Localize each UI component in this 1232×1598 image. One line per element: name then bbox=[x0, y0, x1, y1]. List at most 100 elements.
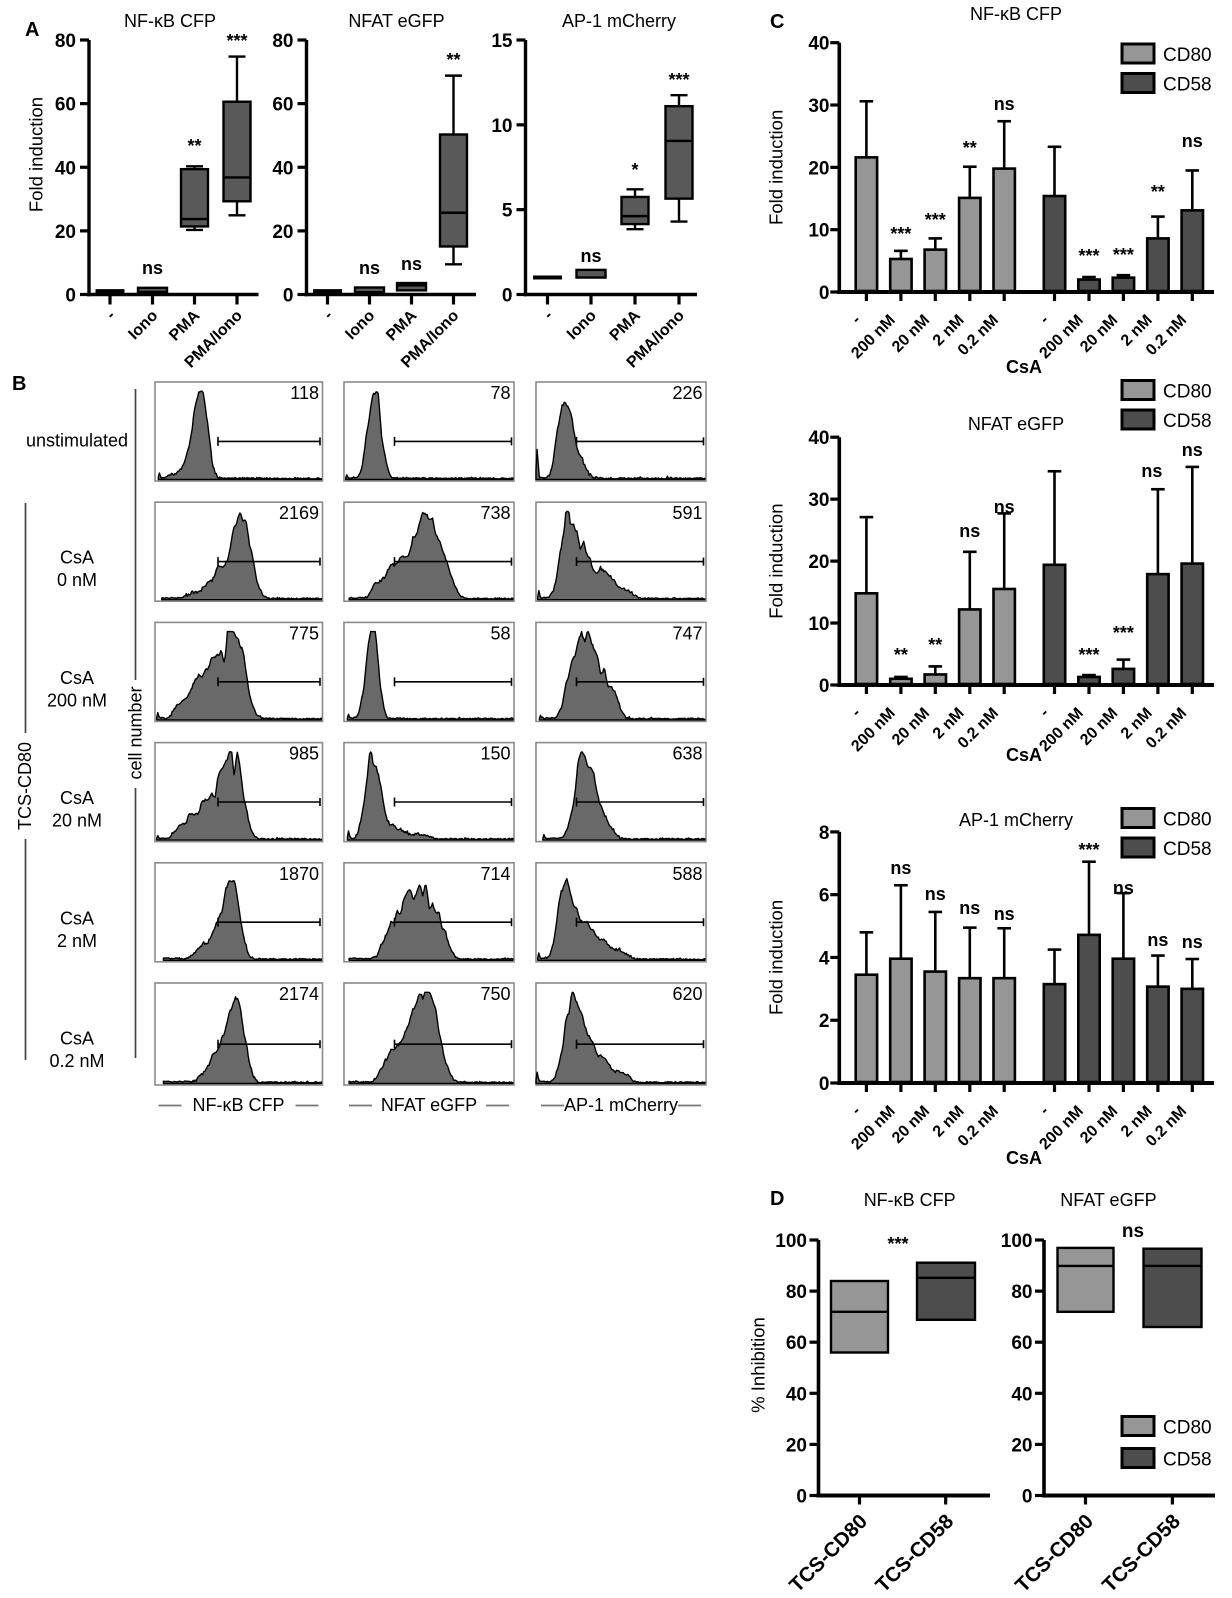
svg-text:2174: 2174 bbox=[279, 984, 319, 1004]
svg-text:10: 10 bbox=[491, 116, 512, 137]
svg-text:60: 60 bbox=[272, 95, 293, 116]
svg-text:NFAT eGFP: NFAT eGFP bbox=[1060, 1190, 1156, 1210]
svg-text:ns: ns bbox=[142, 258, 163, 278]
svg-text:ns: ns bbox=[959, 521, 980, 541]
svg-text:***: *** bbox=[887, 1234, 908, 1254]
svg-text:CD58: CD58 bbox=[1163, 1450, 1212, 1471]
svg-text:NF-κB CFP: NF-κB CFP bbox=[193, 1095, 285, 1115]
svg-text:CsA: CsA bbox=[1006, 357, 1042, 377]
svg-text:NF-κB CFP: NF-κB CFP bbox=[124, 11, 216, 31]
svg-text:40: 40 bbox=[808, 34, 829, 55]
svg-text:C: C bbox=[770, 11, 784, 33]
svg-text:0: 0 bbox=[819, 1074, 830, 1095]
svg-text:20 nM: 20 nM bbox=[52, 811, 102, 831]
svg-text:ns: ns bbox=[1182, 932, 1203, 952]
svg-text:CsA: CsA bbox=[60, 1029, 94, 1049]
svg-text:ns: ns bbox=[1113, 878, 1134, 898]
svg-text:ns: ns bbox=[925, 884, 946, 904]
svg-text:CsA: CsA bbox=[1006, 745, 1042, 765]
svg-text:D: D bbox=[770, 1188, 784, 1210]
svg-text:***: *** bbox=[1078, 840, 1099, 860]
svg-text:78: 78 bbox=[490, 383, 510, 403]
svg-text:CD80: CD80 bbox=[1163, 1418, 1212, 1439]
svg-text:ns: ns bbox=[1182, 131, 1203, 151]
svg-text:20: 20 bbox=[808, 158, 829, 179]
svg-text:0: 0 bbox=[502, 286, 513, 307]
svg-text:***: *** bbox=[226, 31, 247, 51]
svg-text:**: ** bbox=[928, 635, 942, 655]
svg-text:2169: 2169 bbox=[279, 503, 319, 523]
svg-text:80: 80 bbox=[786, 1282, 807, 1303]
svg-text:% Inhibition: % Inhibition bbox=[748, 1317, 769, 1413]
svg-text:5: 5 bbox=[502, 201, 513, 222]
svg-text:ns: ns bbox=[1122, 1221, 1144, 1242]
svg-text:738: 738 bbox=[480, 503, 510, 523]
svg-text:CD80: CD80 bbox=[1163, 810, 1212, 831]
svg-text:620: 620 bbox=[672, 984, 702, 1004]
svg-text:ns: ns bbox=[1182, 440, 1203, 460]
svg-text:80: 80 bbox=[55, 31, 76, 52]
svg-text:Fold induction: Fold induction bbox=[25, 97, 46, 212]
svg-text:Fold induction: Fold induction bbox=[766, 900, 787, 1015]
svg-text:0 nM: 0 nM bbox=[57, 570, 97, 590]
svg-text:**: ** bbox=[963, 138, 977, 158]
svg-text:60: 60 bbox=[1011, 1333, 1032, 1354]
svg-text:200 nM: 200 nM bbox=[47, 690, 107, 710]
svg-text:40: 40 bbox=[272, 158, 293, 179]
svg-text:**: ** bbox=[187, 136, 201, 156]
svg-text:747: 747 bbox=[672, 623, 702, 643]
svg-text:ns: ns bbox=[359, 258, 380, 278]
svg-text:CsA: CsA bbox=[60, 668, 94, 688]
svg-text:NFAT eGFP: NFAT eGFP bbox=[348, 11, 444, 31]
svg-text:CD58: CD58 bbox=[1163, 839, 1212, 860]
svg-text:CsA: CsA bbox=[60, 788, 94, 808]
svg-text:0: 0 bbox=[283, 286, 294, 307]
svg-text:CD80: CD80 bbox=[1163, 45, 1212, 66]
svg-text:0: 0 bbox=[819, 283, 830, 304]
svg-text:150: 150 bbox=[480, 744, 510, 764]
svg-text:CD58: CD58 bbox=[1163, 75, 1212, 96]
svg-text:**: ** bbox=[894, 645, 908, 665]
svg-text:AP-1 mCherry: AP-1 mCherry bbox=[564, 1095, 678, 1115]
svg-text:80: 80 bbox=[1011, 1282, 1032, 1303]
svg-text:1870: 1870 bbox=[279, 864, 319, 884]
svg-text:30: 30 bbox=[808, 490, 829, 511]
svg-text:NFAT eGFP: NFAT eGFP bbox=[968, 414, 1064, 434]
svg-text:Fold induction: Fold induction bbox=[766, 504, 787, 619]
svg-text:CD58: CD58 bbox=[1163, 411, 1212, 432]
svg-text:ns: ns bbox=[994, 94, 1015, 114]
svg-text:***: *** bbox=[1078, 246, 1099, 266]
svg-text:ns: ns bbox=[994, 904, 1015, 924]
svg-text:0: 0 bbox=[65, 286, 76, 307]
svg-text:**: ** bbox=[1151, 182, 1165, 202]
svg-text:40: 40 bbox=[1011, 1384, 1032, 1405]
svg-text:0: 0 bbox=[1022, 1487, 1033, 1508]
svg-text:CsA: CsA bbox=[60, 908, 94, 928]
svg-text:10: 10 bbox=[808, 614, 829, 635]
svg-text:CsA: CsA bbox=[1006, 1148, 1042, 1168]
svg-text:***: *** bbox=[925, 210, 946, 230]
svg-text:ns: ns bbox=[401, 254, 422, 274]
svg-text:6: 6 bbox=[819, 886, 830, 907]
svg-text:NF-κB CFP: NF-κB CFP bbox=[970, 4, 1062, 24]
svg-text:100: 100 bbox=[1001, 1231, 1033, 1252]
svg-text:40: 40 bbox=[808, 428, 829, 449]
svg-text:ns: ns bbox=[1147, 930, 1168, 950]
svg-text:638: 638 bbox=[672, 744, 702, 764]
svg-text:NFAT eGFP: NFAT eGFP bbox=[381, 1095, 477, 1115]
svg-text:20: 20 bbox=[1011, 1435, 1032, 1456]
svg-text:60: 60 bbox=[786, 1333, 807, 1354]
svg-text:*: * bbox=[631, 160, 638, 180]
svg-text:2 nM: 2 nM bbox=[57, 931, 97, 951]
svg-text:591: 591 bbox=[672, 503, 702, 523]
svg-text:60: 60 bbox=[55, 95, 76, 116]
svg-text:unstimulated: unstimulated bbox=[26, 431, 128, 451]
svg-text:ns: ns bbox=[1141, 461, 1162, 481]
svg-text:ns: ns bbox=[959, 898, 980, 918]
svg-text:***: *** bbox=[890, 224, 911, 244]
svg-text:750: 750 bbox=[480, 984, 510, 1004]
svg-text:30: 30 bbox=[808, 96, 829, 117]
svg-text:AP-1 mCherry: AP-1 mCherry bbox=[959, 810, 1073, 830]
svg-text:CD80: CD80 bbox=[1163, 382, 1212, 403]
svg-text:4: 4 bbox=[819, 948, 830, 969]
